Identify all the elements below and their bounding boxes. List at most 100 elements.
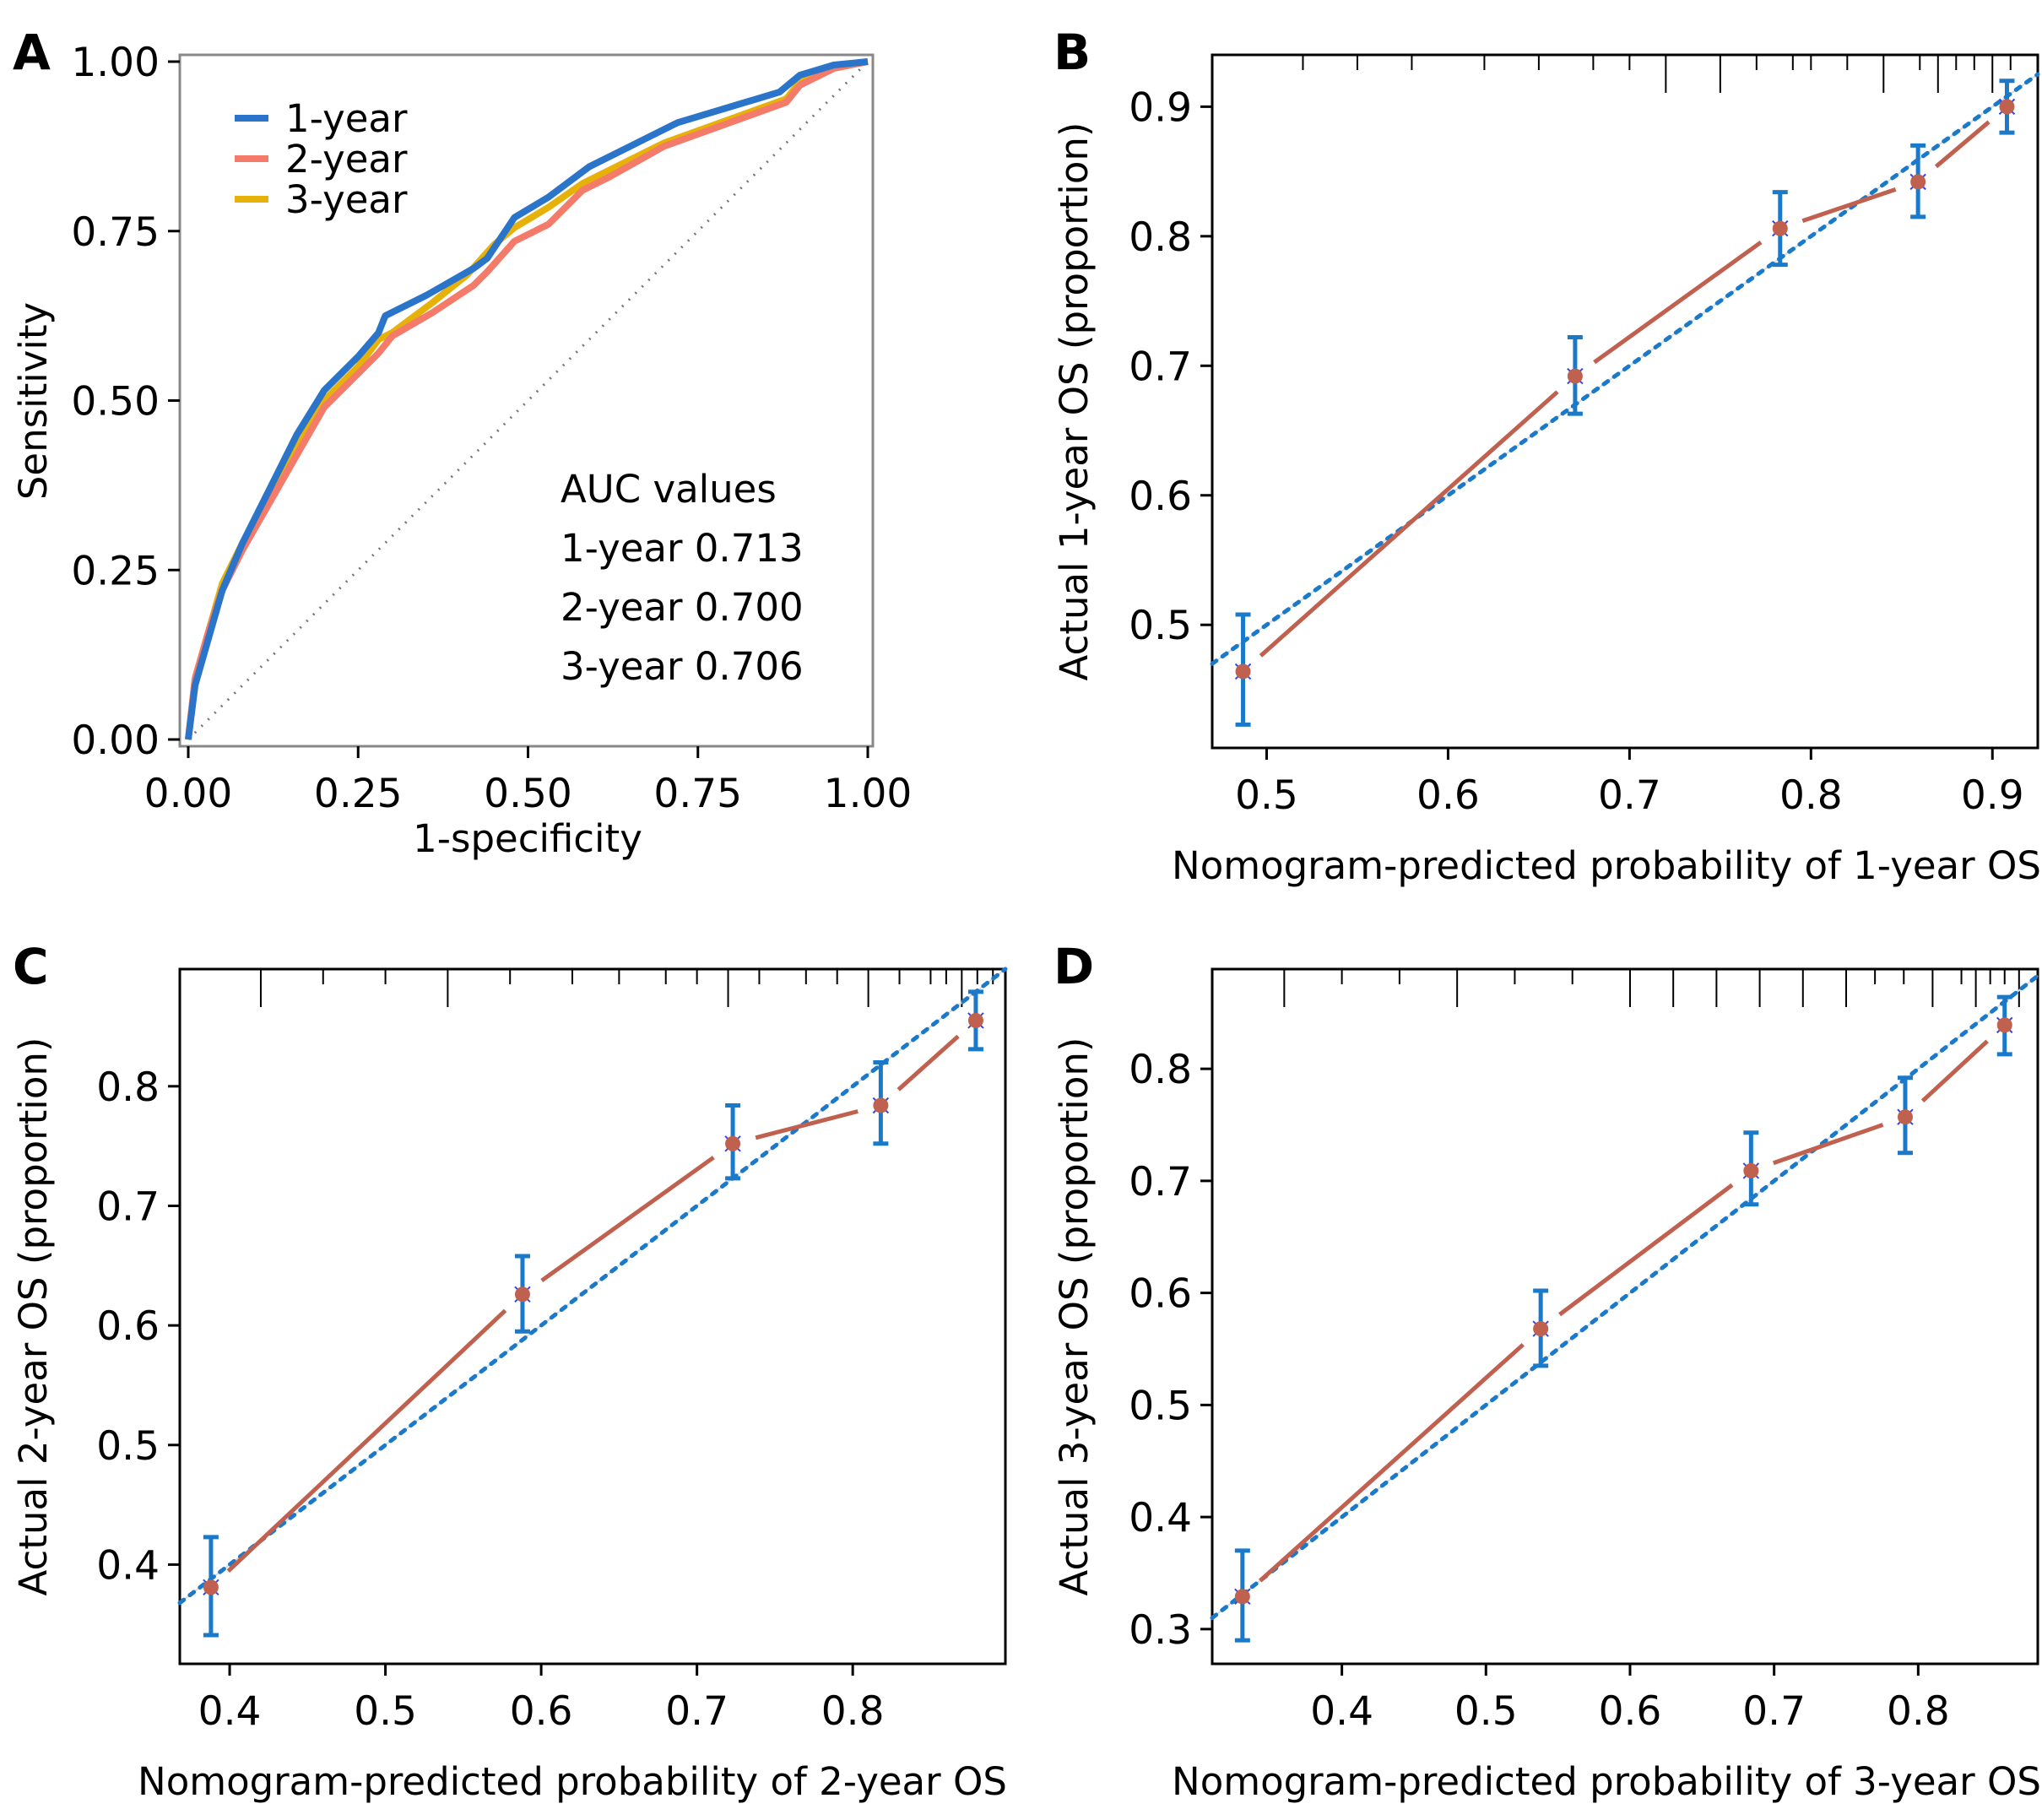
panel-a: A 0.00 0.25 0.50 0.75 1.00 0.00 0.25 0.50 0.75 1.0… [11,24,912,861]
y-axis-label: Actual 2-year OS (proportion) [11,1037,56,1596]
y-tick-label: 0.75 [71,209,160,256]
data-point [1910,174,1926,190]
plot-frame [1211,967,2039,1666]
y-tick-label: 0.8 [96,1064,160,1111]
y-tick-label: 0.6 [1129,1271,1192,1318]
panel-label: A [13,24,51,81]
y-tick-label: 0.8 [1129,1047,1192,1093]
plot-frame [178,967,1007,1666]
y-tick-label: 0.25 [71,548,160,594]
observed-line-segment [226,1308,507,1573]
data-point [1999,99,2015,115]
x-tick-label: 0.5 [1454,1688,1518,1735]
x-tick-label: 0.75 [653,771,742,817]
data-point [1533,1321,1549,1337]
data-point [873,1097,889,1113]
legend-label: 3-year [285,177,408,222]
x-tick-label: 0.6 [510,1688,573,1735]
y-tick-label: 0.6 [1129,474,1192,520]
ideal-line [1210,973,2040,1621]
x-axis-label: Nomogram-predicted probability of 2-year… [138,1759,1007,1804]
observed-line-segment [1259,1342,1525,1583]
x-tick-label: 0.4 [198,1688,262,1735]
y-tick-label: 0.5 [1129,1383,1192,1429]
y-tick-label: 0.3 [1129,1607,1192,1654]
observed-line-segment [1920,1039,1989,1103]
data-point [1234,1589,1250,1605]
auc-value: 2-year 0.700 [561,585,804,630]
x-tick-label: 0.4 [1310,1688,1373,1735]
data-point [1567,368,1583,384]
data-point [203,1579,219,1595]
observed-line-segment [1772,1123,1884,1166]
data-point [1772,220,1788,236]
data-point [967,1012,983,1028]
panel-label: D [1053,938,1094,995]
observed-line-segment [1801,187,1897,224]
x-tick-label: 0.5 [1235,772,1298,819]
observed-line-segment [1558,1183,1734,1317]
panel-c: C 0.4 0.5 0.6 0.7 0.8 0.4 0.5 0.6 0.7 0.8 Nomogram-… [11,938,1008,1804]
auc-value: 1-year 0.713 [561,526,804,571]
observed-line-segment [755,1109,859,1140]
legend-label: 2-year [285,137,408,181]
x-tick-label: 0.6 [1599,1688,1662,1735]
y-tick-label: 0.6 [96,1303,160,1350]
x-tick-label: 0.7 [665,1688,729,1735]
y-tick-label: 0.7 [1129,344,1192,390]
reference-diagonal [187,60,869,741]
x-tick-label: 0.00 [144,771,233,817]
y-tick-label: 0.8 [1129,214,1192,261]
y-tick-label: 0.4 [1129,1495,1192,1541]
data-point [1897,1109,1913,1125]
data-point [1996,1017,2012,1033]
x-tick-label: 0.7 [1598,772,1661,819]
x-tick-label: 0.8 [1779,772,1843,819]
observed-line-segment [1934,120,1991,169]
y-tick-label: 0.5 [1129,603,1192,649]
x-axis-label: Nomogram-predicted probability of 3-year… [1172,1759,2041,1804]
data-point [1743,1162,1759,1178]
y-tick-label: 0.7 [96,1184,160,1230]
ideal-line [177,967,1008,1606]
observed-line-segment [1593,240,1763,365]
panel-d: D 0.4 0.5 0.6 0.7 0.8 0.3 0.4 0.5 0.6 0.7 0.8 Nomogr… [1052,938,2041,1804]
panel-b: B 0.5 0.6 0.7 0.8 0.9 0.5 0.6 0.7 0.8 0.9 Nomogram-… [1052,24,2041,888]
x-tick-label: 1.00 [824,771,913,817]
data-point [725,1135,741,1151]
ideal-line [1210,72,2040,666]
observed-line-segment [540,1156,715,1283]
y-tick-label: 0.7 [1129,1159,1192,1205]
panel-label: B [1053,24,1091,81]
plot-frame [178,53,875,748]
x-tick-label: 0.5 [354,1688,417,1735]
plot-frame [1211,53,2039,750]
y-tick-label: 0.9 [1129,84,1192,131]
x-axis-label: Nomogram-predicted probability of 1-year… [1172,843,2041,888]
y-tick-label: 0.50 [71,379,160,425]
y-tick-label: 0.4 [96,1542,160,1589]
panel-label: C [13,938,49,995]
legend-label: 1-year [285,96,408,141]
observed-line-segment [1259,390,1559,658]
x-tick-label: 0.6 [1416,772,1480,819]
y-tick-label: 1.00 [71,40,160,86]
x-axis-label: 1-specificity [413,816,642,861]
x-tick-label: 0.25 [314,771,403,817]
auc-value: 3-year 0.706 [561,644,804,689]
x-tick-label: 0.8 [821,1688,885,1735]
observed-line-segment [896,1034,960,1091]
roc-curve-1-year [185,58,869,740]
x-tick-label: 0.8 [1887,1688,1950,1735]
y-tick-label: 0.00 [71,718,160,764]
data-point [514,1286,530,1303]
y-axis-label: Actual 3-year OS (proportion) [1052,1037,1097,1596]
y-axis-label: Actual 1-year OS (proportion) [1052,122,1097,681]
data-point [1235,664,1251,680]
y-axis-label: Sensitivity [11,302,56,500]
x-tick-label: 0.9 [1961,772,2024,819]
x-tick-label: 0.7 [1742,1688,1806,1735]
y-tick-label: 0.5 [96,1423,160,1470]
auc-title: AUC values [561,467,777,512]
